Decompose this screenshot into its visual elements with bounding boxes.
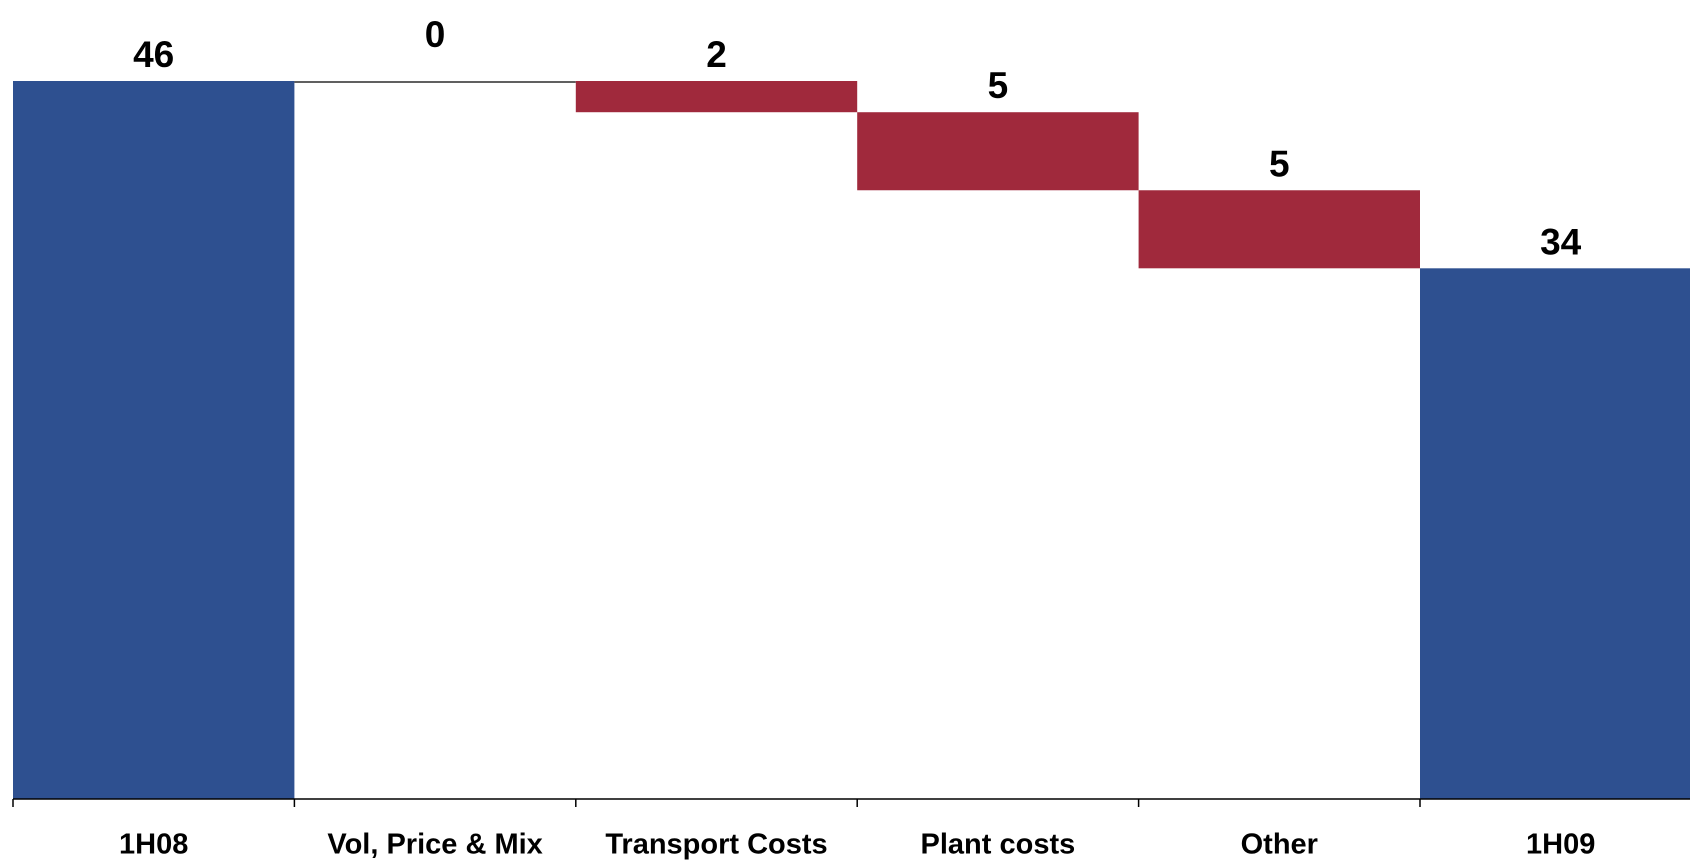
x-tick-label: Plant costs [921, 829, 1076, 861]
x-tick-label: Vol, Price & Mix [327, 829, 542, 861]
bar [13, 81, 295, 799]
value-label: 34 [1540, 221, 1582, 262]
value-label: 2 [706, 34, 727, 75]
value-label: 0 [425, 14, 446, 55]
x-tick-label: 1H09 [1526, 829, 1595, 861]
value-label: 5 [988, 65, 1009, 106]
bar [857, 112, 1139, 191]
bar [575, 81, 858, 113]
bar [1138, 190, 1420, 269]
x-tick-label: 1H08 [119, 829, 188, 861]
value-label: 5 [1269, 143, 1290, 184]
x-tick-label: Transport Costs [605, 829, 827, 861]
bar [1420, 268, 1690, 800]
value-label: 46 [133, 34, 174, 75]
x-tick-label: Other [1241, 829, 1318, 861]
